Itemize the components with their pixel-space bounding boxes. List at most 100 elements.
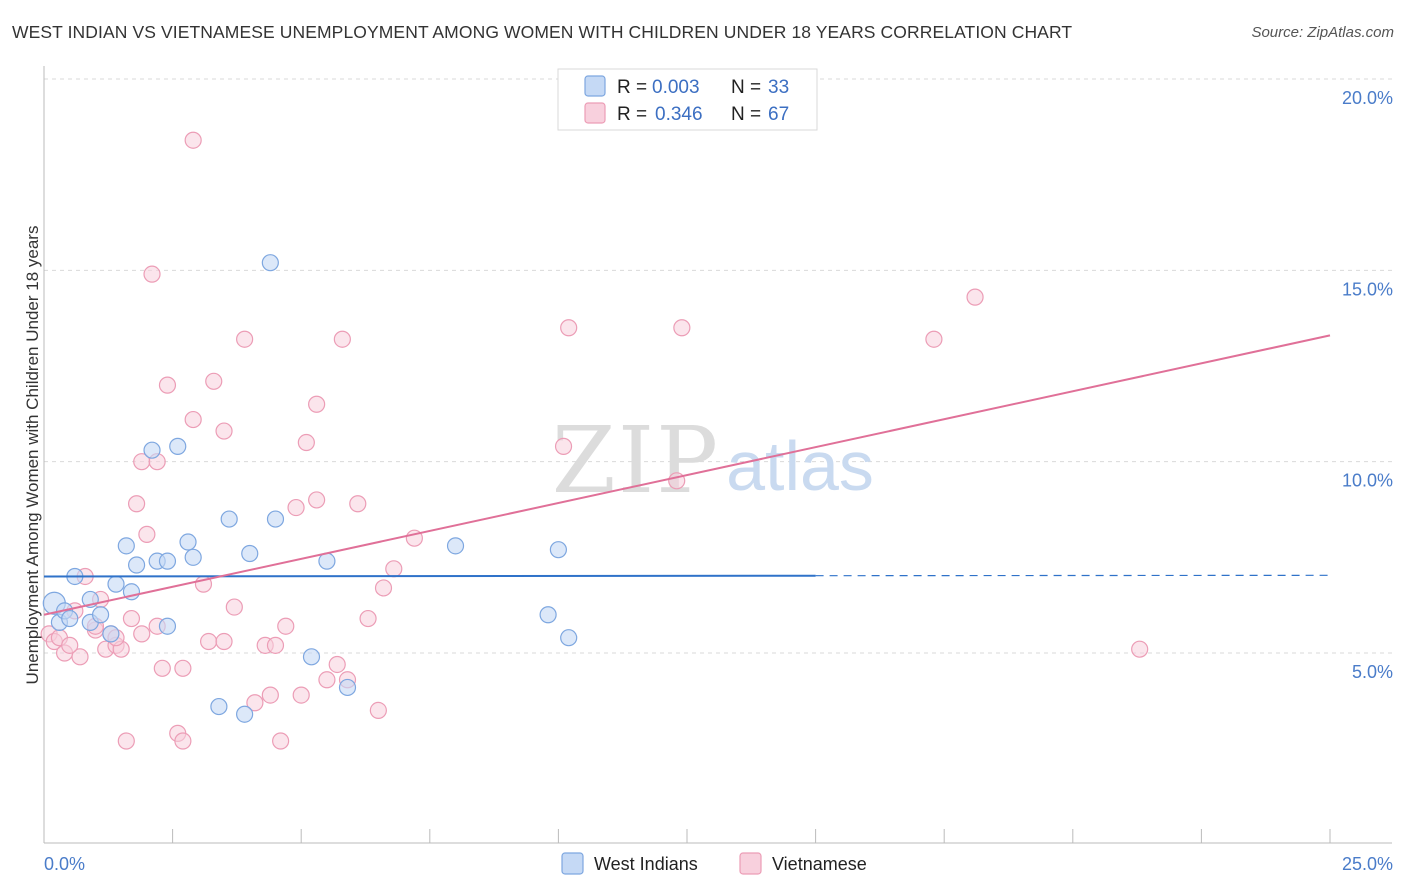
vietnamese-point: [359, 609, 377, 628]
vietnamese-point: [174, 659, 192, 677]
vietnamese-point: [236, 330, 254, 348]
vietnamese-point: [333, 330, 351, 348]
vietnamese-point: [287, 498, 305, 517]
west-indian-point: [338, 678, 357, 697]
vietnamese-point: [292, 686, 310, 704]
vietnamese-point: [1131, 640, 1149, 658]
vietnamese-point: [318, 671, 336, 689]
vietnamese-point: [966, 288, 984, 306]
y-tick-label: 15.0%: [1342, 279, 1393, 299]
vietnamese-point: [174, 732, 192, 750]
vietnamese-point: [266, 636, 285, 654]
vietnamese-point: [117, 732, 135, 750]
west-indian-trend-line: [43, 574, 816, 578]
vietnamese-point: [349, 495, 367, 513]
vietnamese-point: [133, 625, 151, 643]
trend-lines: [43, 334, 1331, 616]
vietnamese-point: [158, 376, 177, 394]
vietnamese-point: [261, 686, 279, 704]
legend-n-label: N =: [731, 77, 761, 98]
west-indian-point: [169, 437, 187, 455]
vietnamese-point: [153, 659, 171, 677]
west-indian-point: [446, 537, 465, 555]
vietnamese-point: [200, 632, 218, 651]
vietnamese-point: [184, 131, 202, 149]
bottom-legend-swatch-vietnamese: [739, 852, 762, 875]
x-tick-label: 25.0%: [1342, 854, 1393, 874]
legend-r-value: 0.003: [652, 77, 700, 98]
tick-labels: 5.0% 10.0% 15.0% 20.0% 0.0% 25.0%: [44, 88, 1393, 874]
watermark: ZIP atlas: [552, 407, 874, 514]
west-indian-point: [241, 544, 259, 563]
west-indian-point: [302, 648, 321, 666]
west-indian-point: [127, 556, 146, 574]
west-indian-point: [236, 705, 254, 723]
vietnamese-point: [61, 636, 79, 654]
vietnamese-point: [184, 410, 202, 429]
axes: [43, 66, 1392, 844]
vietnamese-point: [272, 732, 290, 750]
west-indian-point: [158, 552, 177, 570]
west-indian-point: [210, 697, 228, 716]
vietnamese-point: [374, 579, 393, 597]
legend-n-value: 33: [768, 77, 789, 98]
legend-r-label: R =: [617, 77, 647, 98]
bottom-legend-swatch-west-indians: [561, 852, 584, 875]
west-indian-point: [179, 533, 197, 551]
bottom-legend-vietnamese: Vietnamese: [772, 854, 867, 874]
west-indian-point: [91, 606, 110, 624]
vietnamese-point: [205, 372, 223, 390]
west-indian-point: [184, 548, 202, 566]
y-tick-label: 20.0%: [1342, 88, 1393, 108]
watermark-zip: ZIP: [552, 407, 720, 514]
west-indian-point: [143, 441, 161, 459]
chart-title: WEST INDIAN VS VIETNAMESE UNEMPLOYMENT A…: [12, 22, 1073, 42]
vietnamese-point: [328, 655, 346, 674]
vietnamese-point: [246, 694, 264, 712]
legend-swatch-west-indians: [584, 75, 606, 97]
legend-box: R = 0.003 N = 33 R = 0.346 N = 67: [557, 68, 818, 131]
vietnamese-point: [925, 330, 943, 348]
bottom-legend: West Indians Vietnamese: [561, 852, 867, 875]
west-indian-point: [102, 625, 120, 643]
vietnamese-point: [560, 319, 578, 337]
vietnamese-point: [385, 560, 403, 578]
vietnamese-point: [71, 648, 89, 666]
vietnamese-point: [554, 437, 573, 455]
vietnamese-point: [308, 395, 326, 413]
legend-n-label: N =: [731, 104, 761, 125]
vietnamese-point: [673, 319, 691, 337]
bottom-legend-west-indians: West Indians: [594, 854, 698, 874]
west-indian-point: [318, 552, 336, 570]
vietnamese-point: [308, 491, 326, 509]
west-indian-points: [42, 254, 578, 723]
vietnamese-point: [215, 632, 233, 651]
west-indian-point: [261, 254, 279, 272]
vietnamese-point: [225, 598, 243, 616]
west-indian-point: [61, 609, 79, 628]
west-indian-point: [266, 510, 285, 528]
y-axis-title: Unemployment Among Women with Children U…: [23, 226, 42, 685]
west-indian-point: [560, 629, 578, 647]
vietnamese-point: [215, 422, 233, 440]
vietnamese-point: [122, 609, 141, 628]
y-tick-label: 5.0%: [1352, 662, 1393, 682]
west-indian-point: [158, 617, 177, 635]
x-tick-label: 0.0%: [44, 854, 85, 874]
west-indian-point: [549, 541, 568, 559]
west-indian-point: [107, 575, 125, 593]
legend-r-label: R =: [617, 104, 647, 125]
vietnamese-trend-line: [43, 334, 1331, 616]
vietnamese-point: [277, 617, 295, 635]
vietnamese-point: [143, 265, 161, 283]
west-indian-point: [539, 606, 557, 624]
vietnamese-point: [138, 525, 156, 543]
source-label: Source: ZipAtlas.com: [1251, 24, 1394, 41]
legend-r-value: 0.346: [655, 104, 703, 125]
vietnamese-point: [369, 701, 387, 720]
west-indian-point: [117, 537, 135, 555]
vietnamese-point: [297, 433, 315, 452]
vietnamese-point: [127, 495, 146, 513]
y-tick-label: 10.0%: [1342, 471, 1393, 491]
